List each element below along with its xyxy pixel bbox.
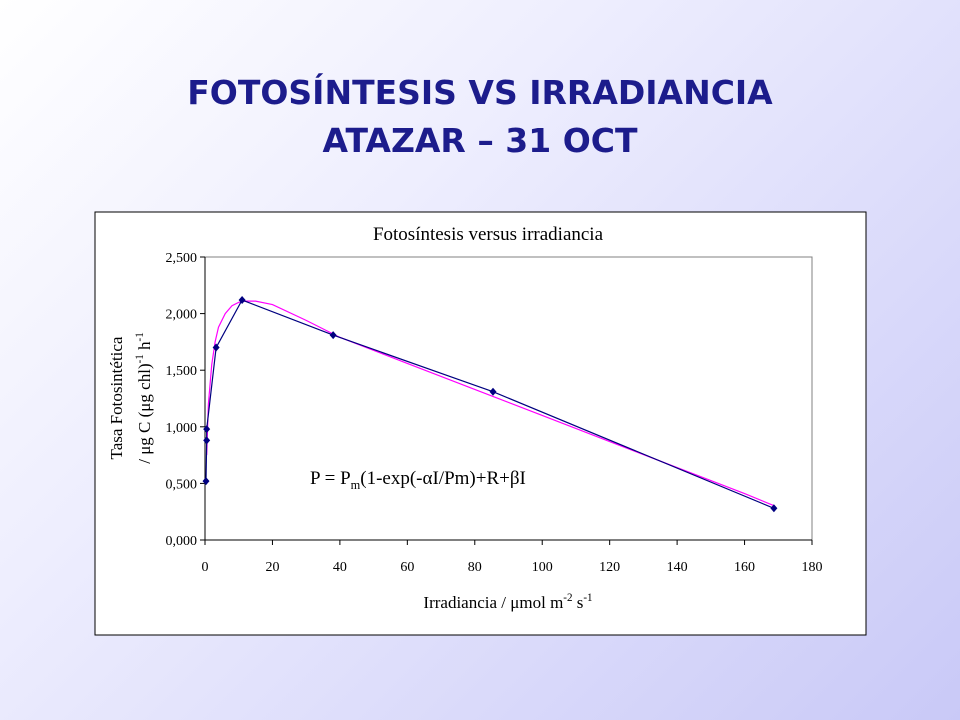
y-axis-label-part: / μg C (μg chl)	[135, 363, 154, 463]
data-point	[212, 343, 220, 352]
chart-title: Fotosíntesis versus irradiancia	[373, 224, 604, 245]
series-line	[206, 300, 776, 507]
data-point	[238, 296, 246, 305]
equation: P = Pm(1-exp(-αI/Pm)+R+βI	[310, 468, 526, 492]
y-tick-label: 1,000	[166, 421, 198, 436]
chart-area	[94, 211, 867, 636]
y-axis-label-script: -1	[134, 332, 146, 341]
y-tick-label: 0,500	[166, 477, 198, 492]
equation-script: m	[351, 478, 361, 492]
y-tick-label: 2,000	[166, 308, 198, 323]
y-tick-label: 1,500	[166, 364, 198, 379]
x-tick-label: 160	[734, 560, 755, 575]
x-tick-label: 60	[400, 560, 414, 575]
x-tick-label: 180	[802, 560, 823, 575]
x-tick-label: 120	[599, 560, 620, 575]
x-tick-label: 0	[202, 560, 209, 575]
data-point	[203, 425, 211, 434]
y-axis-label-part: Tasa Fotosintética	[107, 336, 126, 459]
x-tick-label: 80	[468, 560, 482, 575]
x-axis-label-script: -1	[583, 592, 592, 604]
data-point	[770, 504, 778, 513]
y-axis-label: Tasa Fotosintética	[107, 336, 126, 459]
y-tick-label: 2,500	[166, 251, 198, 266]
x-axis-label-part: s	[573, 593, 584, 612]
equation-part: P = P	[310, 468, 351, 489]
x-tick-label: 140	[667, 560, 688, 575]
data-point	[202, 477, 210, 486]
x-axis-label: Irradiancia / μmol m-2 s-1	[423, 592, 592, 612]
x-axis-label-part: Irradiancia / μmol m	[423, 593, 563, 612]
y-axis-label: / μg C (μg chl)-1 h-1	[134, 332, 154, 464]
y-axis-label-part: h	[135, 341, 154, 354]
x-tick-label: 20	[265, 560, 279, 575]
x-tick-label: 40	[333, 560, 347, 575]
x-tick-label: 100	[532, 560, 553, 575]
slide-subtitle: ATAZAR – 31 OCT	[322, 121, 638, 160]
data-point	[489, 387, 497, 396]
data-point	[329, 331, 337, 340]
y-axis-label-script: -1	[134, 354, 146, 363]
equation-part: (1-exp(-αI/Pm)+R+βI	[360, 468, 526, 489]
slide-title: FOTOSÍNTESIS VS IRRADIANCIA	[187, 72, 773, 112]
y-tick-label: 0,000	[166, 534, 198, 549]
x-axis-label-script: -2	[563, 592, 572, 604]
data-point	[203, 436, 211, 445]
